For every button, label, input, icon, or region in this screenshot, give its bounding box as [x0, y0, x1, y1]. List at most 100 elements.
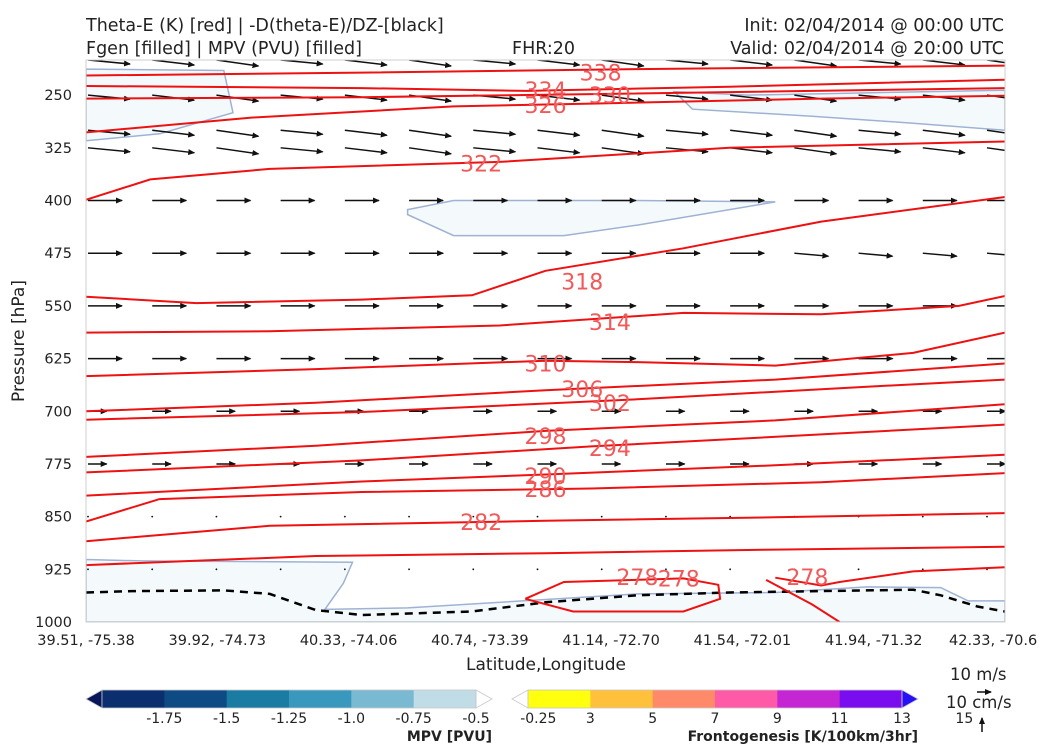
mpv-colorbar-label: MPV [PVU] [407, 729, 492, 745]
wind-vector [986, 515, 988, 518]
wind-vector [537, 60, 581, 68]
colorbar-segment [528, 690, 591, 708]
forecast-hour: FHR:20 [512, 39, 575, 59]
dthetae-dz-layer [86, 588, 1005, 617]
theta-e-contour-322 [86, 140, 1005, 201]
wind-vector [858, 60, 902, 67]
x-tick-label: 41.54, -72.01 [694, 633, 791, 649]
theta-e-label-302: 302 [589, 392, 631, 417]
theta-e-label-326: 326 [525, 94, 567, 119]
y-tick-label: 550 [44, 299, 72, 315]
mpv-region-2 [406, 199, 776, 237]
wind-vector [921, 515, 924, 518]
valid-time: Valid: 02/04/2014 @ 20:00 UTC [730, 39, 1004, 59]
y-tick-label: 700 [44, 404, 72, 420]
theta-e-closed-contour [765, 579, 841, 622]
y-tick-label: 925 [44, 562, 72, 578]
y-tick-label: 850 [44, 510, 72, 526]
wind-vector [279, 515, 282, 518]
y-tick-label: 625 [44, 352, 72, 368]
theta-e-label-282: 282 [460, 511, 502, 536]
wind-vector [473, 60, 517, 67]
wind-vector [986, 129, 1005, 134]
colorbar-tick-label: -0.25 [520, 711, 556, 727]
x-tick-label: 41.14, -72.70 [562, 633, 659, 649]
wind-vector [408, 129, 453, 139]
plot-frame [85, 59, 1006, 623]
theta-e-contour-286 [86, 472, 1005, 523]
theta-e-contour-290 [86, 453, 1005, 497]
wind-vector [537, 94, 581, 103]
theta-e-contour-310 [86, 331, 1005, 378]
wind-vector [473, 147, 517, 155]
frontogenesis-colorbar: 3 5 7 9 11 13 15 [511, 689, 973, 727]
theta-e-closed-label: 278 [786, 566, 828, 591]
colorbar-segment [226, 690, 290, 708]
colorbar-extend-right [475, 689, 493, 709]
wind-vector [730, 129, 774, 138]
colorbar-extend-right [901, 689, 919, 709]
x-tick-labels: 39.51, -75.38 39.92, -74.73 40.33, -74.06 4… [37, 633, 1037, 649]
colorbar-segment [590, 690, 654, 708]
theta-e-label-338: 338 [580, 62, 622, 87]
wind-vector [600, 568, 603, 571]
theta-e-label-334: 334 [525, 79, 567, 104]
colorbar-segment [715, 690, 778, 708]
theta-e-contour-318 [86, 196, 1005, 305]
colorbar-segment [102, 690, 165, 708]
theta-e-label-330: 330 [589, 84, 631, 109]
wind-vector [536, 515, 539, 518]
wind-vector [601, 129, 645, 139]
colorbar-tick-label: -1.0 [338, 711, 365, 727]
wind-vector [344, 147, 388, 156]
theta-e-label-310: 310 [525, 352, 567, 377]
wind-vector [151, 568, 154, 571]
wind-vector [87, 147, 131, 155]
theta-e-contour-330 [86, 87, 1005, 100]
theta-e-contour-layer [86, 64, 1005, 622]
colorbar-tick-label: 11 [831, 711, 849, 727]
wind-vector [279, 568, 282, 571]
colorbar-tick-label: -1.75 [146, 711, 182, 727]
wind-vector [215, 515, 218, 518]
wind-vector [986, 60, 1005, 64]
theta-e-contour-294 [86, 423, 1005, 474]
wind-vector [343, 515, 346, 518]
colorbar-segment [413, 690, 477, 708]
wind-vector [729, 568, 732, 571]
theta-e-label-278: 278 [616, 566, 658, 591]
wind-vector [473, 129, 517, 137]
wind-vector [215, 568, 218, 571]
x-tick-label: 39.92, -74.73 [169, 633, 266, 649]
theta-e-label-306: 306 [561, 378, 603, 403]
vector-key-horizontal: 10 m/s [950, 665, 1006, 684]
colorbar-frame [101, 689, 477, 709]
theta-e-closed-label: 278 [658, 567, 700, 592]
colorbar-tick-label: 13 [893, 711, 911, 727]
x-tick-label: 40.33, -74.06 [300, 633, 397, 649]
wind-vector [922, 252, 958, 259]
theta-e-label-286: 286 [525, 478, 567, 503]
vector-key-vertical: 10 cm/s [946, 693, 1012, 712]
theta-e-label-294: 294 [589, 437, 631, 462]
theta-e-contour-338 [86, 64, 1005, 77]
x-tick-label: 39.51, -75.38 [37, 633, 134, 649]
wind-vector [87, 60, 131, 67]
wind-vector [87, 568, 89, 571]
theta-e-closed-contour [524, 577, 722, 613]
colorbar-frame [527, 689, 903, 709]
theta-e-contour-334 [86, 78, 1005, 92]
colorbar-tick-label: 7 [711, 711, 720, 727]
wind-vector [408, 568, 410, 571]
theta-e-label-314: 314 [589, 311, 631, 336]
wind-vector [601, 94, 645, 104]
colorbar-tick-label: 3 [586, 711, 595, 727]
wind-vector [87, 515, 89, 518]
theta-e-label-298: 298 [525, 425, 567, 450]
wind-vector [216, 60, 260, 69]
wind-vector [921, 568, 924, 571]
wind-vector [922, 60, 966, 68]
wind-vector [857, 568, 860, 571]
